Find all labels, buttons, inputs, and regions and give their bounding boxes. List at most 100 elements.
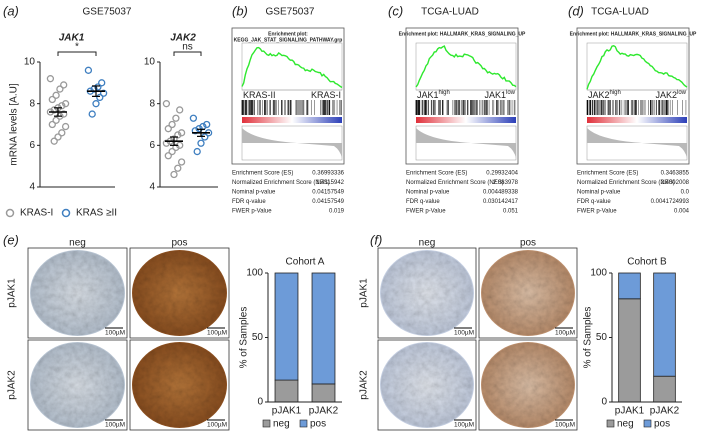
y-tick-label: 100 <box>590 268 607 279</box>
phenotype-name: JAK1 <box>417 90 439 100</box>
tissue-texture <box>132 250 227 336</box>
data-point <box>177 158 186 166</box>
stat-label: Normalized Enrichment Score (NES) <box>232 180 330 186</box>
stat-value: 0.030142417 <box>483 199 519 205</box>
stat-label: Enrichment Score (ES) <box>232 171 293 177</box>
stat-value: 0.29932404 <box>486 171 518 177</box>
tissue-texture <box>380 342 474 428</box>
data-point <box>197 139 205 147</box>
panel-label: (f) <box>370 232 382 247</box>
panel-label: (b) <box>232 3 248 18</box>
phenotype-sup: high <box>610 90 621 96</box>
es-curve <box>415 45 517 88</box>
phenotype-label: JAK2low <box>655 90 686 101</box>
phenotype-sup: low <box>677 90 687 96</box>
stat-label: Nominal p-value <box>232 190 276 196</box>
y-axis-label: % of Samples <box>583 307 594 369</box>
data-point <box>61 100 70 108</box>
gsea-gene-set: KEGG_JAK_STAT_SIGNALING_PATHWAY.grp <box>234 37 343 43</box>
scale-bar-label: 100µM <box>207 330 227 337</box>
stat-value: 0.04157549 <box>312 190 344 196</box>
stat-label: Normalized Enrichment Score (NES) <box>406 180 504 186</box>
legend-label: neg <box>617 419 634 430</box>
y-tick-label: 0 <box>601 397 607 408</box>
stat-label: FWER p-Value <box>406 209 446 215</box>
stat-label: FWER p-Value <box>232 209 272 215</box>
stat-label: FWER p-Value <box>577 209 617 215</box>
tissue-texture <box>132 342 227 428</box>
data-point <box>98 79 106 87</box>
legend-label: KRAS ≥II <box>76 208 117 219</box>
data-point <box>172 114 180 122</box>
data-point <box>168 147 176 156</box>
bar-segment <box>274 272 299 381</box>
x-tick-label: pJAK2 <box>650 406 680 417</box>
data-point <box>99 89 108 97</box>
bar-segment <box>311 272 336 385</box>
chart-title: Cohort A <box>286 257 325 268</box>
data-point <box>162 100 171 108</box>
data-point <box>96 93 104 102</box>
data-point <box>50 106 58 114</box>
significance: ns <box>182 42 193 53</box>
y-tick-label: 100 <box>246 268 263 279</box>
column-header: pos <box>520 238 536 249</box>
phenotype-label: KRAS-II <box>243 90 276 100</box>
chart-title: Cohort B <box>627 257 667 268</box>
tissue-texture <box>481 342 575 428</box>
data-point <box>84 66 93 74</box>
bar-segment <box>311 383 336 403</box>
significance: * <box>75 42 79 53</box>
data-point <box>168 120 176 129</box>
bar-segment <box>274 379 299 403</box>
data-point <box>191 127 199 135</box>
data-point <box>189 114 198 122</box>
stat-value: 0.004489338 <box>483 190 519 196</box>
stat-label: Nominal p-value <box>406 190 450 196</box>
y-axis-label: mRNA levels [A.U] <box>9 83 20 165</box>
stat-value: 0.019 <box>329 209 345 215</box>
scale-bar-label: 100µM <box>555 422 575 429</box>
x-tick-label: pJAK1 <box>272 406 302 417</box>
bar-segment <box>653 272 676 377</box>
scale-bar-label: 100µM <box>454 330 474 337</box>
es-curve <box>241 46 343 89</box>
gsea-header: TCGA-LUAD <box>591 7 649 18</box>
y-tick-label: 4 <box>29 182 35 193</box>
phenotype-name: JAK2 <box>588 90 610 100</box>
panel-label: (a) <box>3 3 19 18</box>
y-tick-label: 50 <box>252 332 264 343</box>
y-tick-label: 50 <box>596 332 608 343</box>
scale-bar-label: 100µM <box>105 330 125 337</box>
phenotype-name: JAK1 <box>484 90 506 100</box>
legend-swatch <box>606 419 615 428</box>
stat-label: FDR q-value <box>577 199 611 205</box>
stat-value: 0.0 <box>681 190 690 196</box>
row-label: pJAK2 <box>7 370 18 400</box>
legend-label: pos <box>654 419 670 430</box>
y-tick-label: 0 <box>257 397 263 408</box>
data-point <box>60 81 68 89</box>
phenotype-name: KRAS-II <box>243 90 276 100</box>
stat-value: 0.0041724993 <box>651 199 690 205</box>
phenotype-sup: low <box>506 90 516 96</box>
rank-gradient <box>416 117 516 123</box>
data-point <box>162 139 171 147</box>
scale-bar-label: 100µM <box>555 330 575 337</box>
legend-swatch <box>299 419 308 428</box>
rank-metric <box>587 128 687 158</box>
scale-bar-label: 100µM <box>207 422 227 429</box>
gsea-plot-title: Enrichment plot: HALLMARK_KRAS_SIGNALING… <box>570 31 697 37</box>
data-point <box>60 110 68 118</box>
y-tick-label: 10 <box>144 57 156 68</box>
panel-label: (d) <box>568 3 584 18</box>
stat-label: Nominal p-value <box>577 190 621 196</box>
stat-label: Enrichment Score (ES) <box>406 171 467 177</box>
y-tick-label: 8 <box>29 98 35 109</box>
scale-bar-label: 100µM <box>105 422 125 429</box>
row-label: pJAK2 <box>359 370 370 400</box>
data-point <box>164 125 172 133</box>
data-point <box>172 143 180 152</box>
y-tick-label: 4 <box>149 182 155 193</box>
